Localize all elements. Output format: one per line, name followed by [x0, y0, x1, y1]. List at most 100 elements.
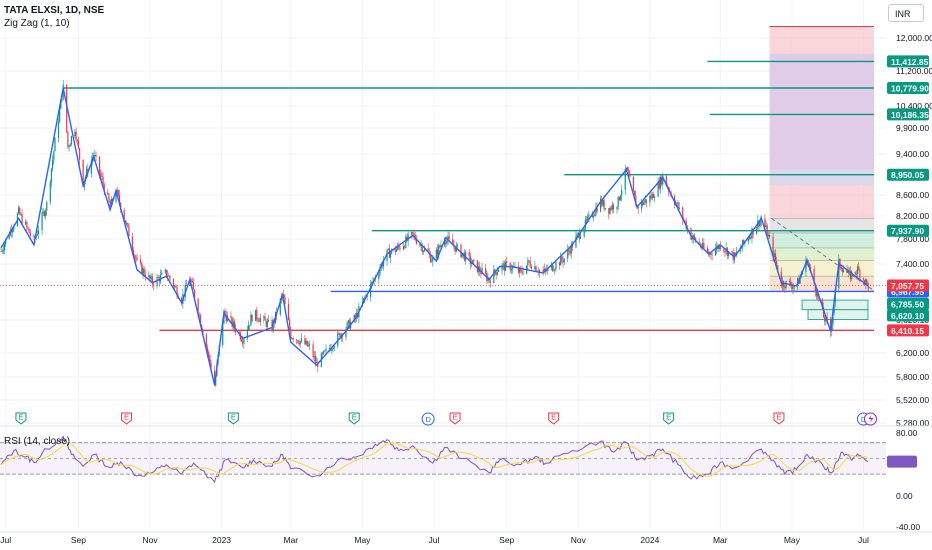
candle-body [348, 320, 351, 329]
candle-body [298, 342, 300, 345]
candle-body [851, 271, 853, 280]
earnings-badge-icon[interactable] [15, 412, 27, 425]
candle-body [18, 207, 20, 214]
candle-body [232, 321, 234, 327]
zigzag-indicator-label[interactable]: Zig Zag (1, 10) [4, 18, 70, 29]
rsi-line[interactable] [0, 435, 869, 484]
candle-body [423, 248, 426, 251]
candle-body [612, 204, 615, 210]
candle-body [591, 214, 593, 217]
candle-body [446, 240, 448, 244]
candle-body [759, 220, 761, 227]
candle-body [127, 223, 129, 226]
rsi-indicator-label[interactable]: RSI (14, close) [4, 436, 71, 447]
candle-body [157, 276, 159, 278]
earnings-badge-icon[interactable] [121, 412, 133, 425]
candle-body [8, 235, 10, 239]
candle-body [205, 334, 207, 348]
candle-body [404, 246, 406, 248]
candle-body [389, 252, 392, 258]
price-tick-label: 5,280.00 [896, 418, 929, 428]
earnings-badge-icon[interactable] [348, 412, 360, 425]
candle-body [530, 266, 532, 269]
rsi-pane[interactable]: 80.0040.000.00-40.00 [0, 428, 920, 532]
candle-body [156, 276, 158, 286]
earnings-badge-icon[interactable] [227, 412, 239, 425]
candle-body [33, 235, 35, 238]
grid [0, 0, 886, 530]
earnings-badge-icon[interactable] [663, 412, 675, 425]
candle-body [682, 207, 684, 220]
candle-body [575, 236, 577, 248]
candle-body [858, 266, 860, 271]
candle-body [570, 243, 572, 254]
candle-body [741, 239, 744, 248]
candle-body [774, 253, 777, 261]
candle-body [569, 250, 571, 254]
candle-body [587, 216, 589, 221]
price-level-tag: 6,620.10 [891, 311, 924, 321]
earnings-badge-letter: E [551, 413, 556, 422]
time-tick-label: Sep [499, 535, 514, 545]
candle-body [296, 339, 298, 341]
candle-body [235, 328, 237, 333]
candle-body [169, 275, 171, 280]
candle-body [128, 225, 130, 237]
candle-body [739, 248, 741, 252]
candle-body [567, 249, 569, 259]
candle-body [618, 196, 620, 201]
candle-body [855, 273, 857, 275]
candle-body [54, 138, 56, 152]
candle-body [849, 271, 852, 280]
candle-body [189, 279, 191, 287]
candle-body [460, 244, 462, 258]
candle-body [815, 291, 818, 297]
time-tick-label: May [784, 535, 801, 545]
candle-body [772, 237, 774, 257]
earnings-badge-icon[interactable] [449, 412, 461, 425]
candle-body [1, 250, 3, 252]
candle-body [41, 212, 43, 231]
candle-body [42, 211, 44, 213]
candle-body [95, 154, 97, 157]
fib-band [769, 218, 874, 233]
candle-body [822, 307, 825, 318]
candle-body [576, 234, 578, 237]
candle-body [514, 266, 516, 267]
candle-body [208, 352, 210, 356]
price-tick-label: 9,400.00 [896, 149, 929, 159]
candle-body [485, 268, 487, 274]
candle-body [784, 286, 786, 289]
candle-body [814, 283, 816, 292]
dividend-badge-icon[interactable] [421, 412, 435, 426]
position-tool[interactable] [769, 25, 874, 320]
time-axis[interactable]: Jul Sep Nov 2023 Mar May Jul Sep Nov 2024 Mar May Ju… [0, 535, 869, 545]
candle-body [617, 196, 619, 207]
candle-body [527, 260, 529, 266]
earnings-badge-icon[interactable] [773, 412, 785, 425]
zigzag-line[interactable] [0, 87, 869, 386]
rsi-tick-label: -40.00 [896, 522, 920, 532]
candle-body [698, 241, 700, 245]
candle-body [711, 254, 713, 256]
candle-body [652, 194, 655, 198]
candle-body [585, 219, 588, 221]
candle-body [510, 269, 513, 271]
candle-body [764, 218, 766, 227]
fib-band [769, 276, 874, 292]
candle-body [752, 228, 754, 235]
candle-body [333, 345, 335, 349]
earnings-badge-icon[interactable] [548, 412, 560, 425]
candle-body [506, 261, 508, 263]
currency-button[interactable]: INR [888, 4, 924, 22]
candle-body [131, 236, 134, 251]
current-price-tag: 7,057.75 [891, 281, 924, 291]
candle-body [727, 251, 730, 256]
candle-body [624, 169, 626, 190]
candle-body [140, 259, 142, 264]
candle-body [436, 249, 439, 256]
candle-body [108, 194, 110, 202]
candle-body [470, 263, 473, 265]
